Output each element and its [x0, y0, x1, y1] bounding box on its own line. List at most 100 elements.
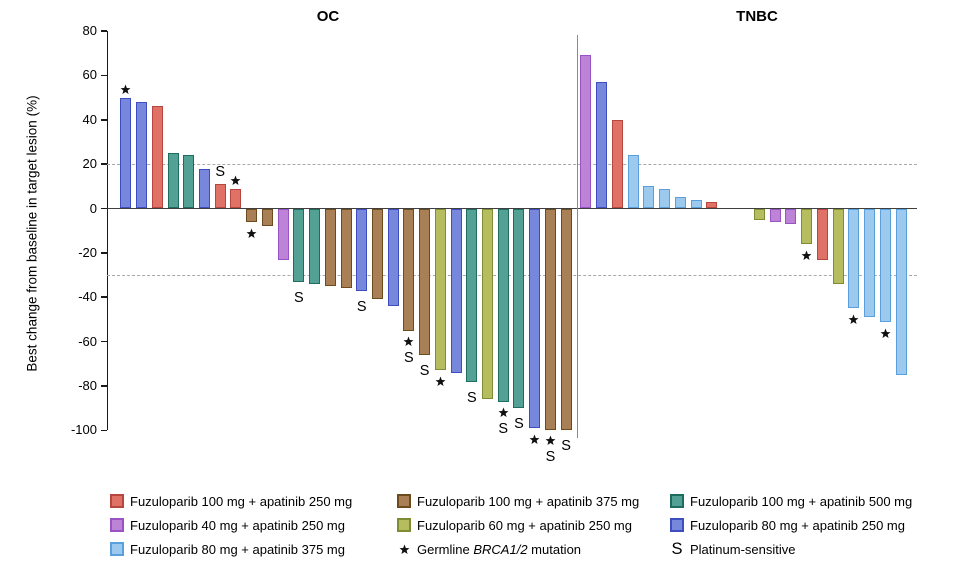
brca-star-icon	[246, 228, 257, 239]
y-axis-tick	[101, 252, 107, 254]
bar	[136, 102, 148, 209]
bar	[690, 199, 702, 209]
legend-label: Fuzuloparib 60 mg + apatinib 250 mg	[417, 517, 632, 533]
legend-item: S Platinum-sensitive	[670, 540, 960, 559]
platinum-sensitive-mark: S	[215, 164, 226, 181]
bar	[497, 208, 509, 402]
bar	[848, 208, 860, 309]
teal-dose-swatch	[670, 494, 684, 508]
bar	[151, 106, 163, 209]
legend-item: Fuzuloparib 80 mg + apatinib 375 mg	[110, 542, 397, 557]
bar	[214, 184, 226, 209]
reference-line	[107, 275, 917, 277]
legend-label: Fuzuloparib 80 mg + apatinib 375 mg	[130, 541, 345, 557]
panel-title-tnbc: TNBC	[736, 8, 778, 25]
platinum-sensitive-mark: S	[419, 362, 430, 379]
legend-item: Fuzuloparib 100 mg + apatinib 500 mg	[670, 494, 960, 509]
y-axis-tick	[101, 340, 107, 343]
bar	[753, 208, 765, 220]
y-axis-tick	[101, 163, 107, 165]
bar	[198, 168, 210, 209]
bar	[529, 208, 541, 429]
legend-item: Fuzuloparib 100 mg + apatinib 375 mg	[397, 494, 670, 509]
legend-item: Fuzuloparib 80 mg + apatinib 250 mg	[670, 518, 960, 533]
bar	[419, 208, 431, 355]
bar	[261, 208, 273, 227]
brca-star-icon	[848, 314, 859, 325]
bar	[309, 208, 321, 284]
y-axis-tick	[101, 429, 107, 432]
y-tick-label: -40	[78, 289, 97, 305]
bar	[450, 208, 462, 373]
bar	[879, 208, 891, 322]
bar	[816, 208, 828, 260]
bar	[580, 55, 592, 209]
bar	[293, 208, 305, 282]
y-tick-label: -100	[70, 422, 97, 438]
red-dose-swatch	[110, 494, 124, 508]
y-tick-label: 0	[89, 200, 97, 216]
bar	[864, 208, 876, 318]
y-tick-label: -80	[78, 377, 97, 393]
platinum-sensitive-mark: S	[404, 349, 414, 366]
legend-label: Germline BRCA1/2 mutation	[417, 541, 582, 557]
platinum-sensitive-mark: S	[545, 449, 556, 466]
y-axis-tick	[101, 385, 107, 387]
purple-dose-swatch	[110, 518, 124, 532]
legend-label: Platinum-sensitive	[690, 541, 796, 557]
bar	[120, 97, 132, 209]
platinum-sensitive-mark: S	[293, 289, 304, 306]
y-tick-label: 80	[82, 23, 97, 39]
y-axis-tick	[101, 30, 107, 32]
bar	[513, 208, 525, 409]
panel-title-oc: OC	[316, 8, 340, 25]
legend: Fuzuloparib 100 mg + apatinib 250 mg Fuzu…	[110, 489, 960, 561]
bar	[769, 208, 781, 222]
brca-star-icon	[397, 544, 411, 555]
platinum-sensitive-mark: S	[356, 298, 367, 315]
bar	[277, 208, 289, 260]
y-axis	[106, 31, 109, 431]
brca-star-icon	[498, 407, 509, 418]
panel-divider	[576, 35, 578, 438]
bar	[674, 197, 686, 209]
platinum-sensitive-mark: S	[514, 416, 524, 433]
y-tick-label: -20	[78, 244, 97, 260]
y-axis-tick	[101, 74, 107, 77]
bar	[596, 82, 608, 209]
bar	[403, 208, 415, 331]
bar	[560, 208, 572, 431]
bar	[544, 208, 556, 431]
zero-line	[107, 207, 917, 210]
y-tick-label: 60	[82, 67, 97, 83]
bar	[611, 119, 623, 209]
bar	[895, 208, 907, 375]
platinum-sensitive-symbol: S	[671, 539, 683, 558]
bar	[356, 208, 368, 291]
y-axis-tick	[101, 296, 107, 299]
bar	[167, 153, 179, 209]
y-axis-tick	[101, 207, 107, 210]
bar	[482, 208, 494, 400]
bar	[434, 208, 446, 371]
bar	[627, 155, 639, 209]
brca-star-icon	[801, 250, 812, 261]
brca-star-icon	[880, 328, 891, 339]
legend-label: Fuzuloparib 100 mg + apatinib 375 mg	[417, 493, 640, 509]
legend-label: Fuzuloparib 100 mg + apatinib 250 mg	[130, 493, 353, 509]
legend-label: Fuzuloparib 40 mg + apatinib 250 mg	[130, 517, 345, 533]
brca-star-icon	[545, 435, 556, 446]
bar	[832, 208, 844, 284]
bar	[706, 201, 718, 209]
platinum-sensitive-mark: S	[498, 420, 509, 437]
legend-label: Fuzuloparib 100 mg + apatinib 500 mg	[690, 493, 913, 509]
platinum-sensitive-mark: S	[561, 438, 571, 455]
blue-dose-swatch	[670, 518, 684, 532]
legend-item: Fuzuloparib 60 mg + apatinib 250 mg	[397, 518, 670, 533]
y-tick-label: 40	[82, 111, 97, 127]
legend-label: Fuzuloparib 80 mg + apatinib 250 mg	[690, 517, 905, 533]
bar	[643, 186, 655, 209]
bar	[340, 208, 352, 289]
bar	[801, 208, 813, 244]
brown-dose-swatch	[397, 494, 411, 508]
